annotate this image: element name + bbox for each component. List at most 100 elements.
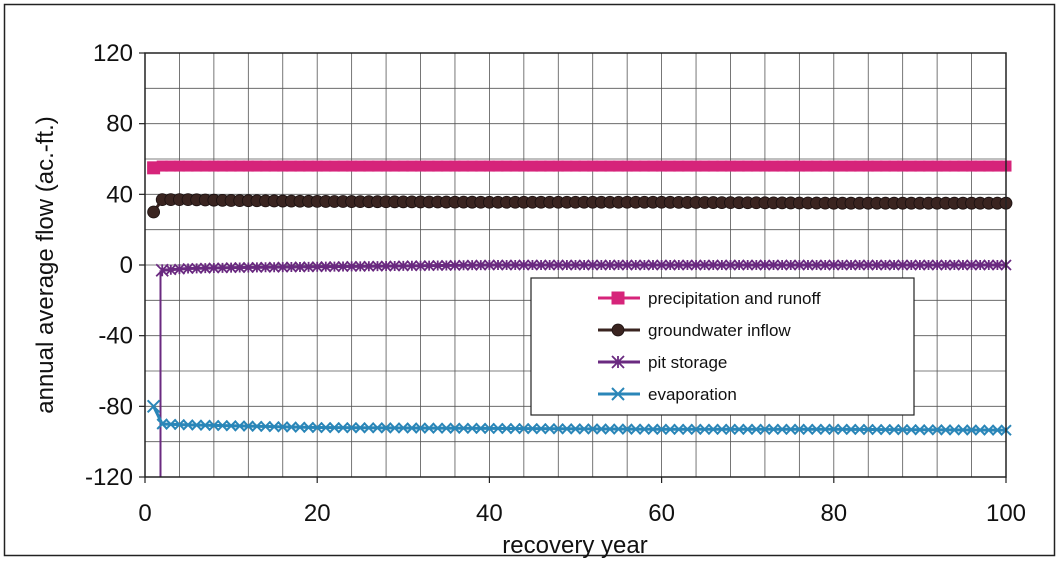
x-tick-label: 0: [138, 500, 151, 527]
data-point-x: [423, 422, 435, 434]
data-point-x: [673, 423, 685, 436]
data-point-star: [294, 261, 306, 273]
data-point-x: [655, 423, 668, 436]
data-point-star: [888, 259, 900, 271]
data-point-star: [793, 259, 805, 271]
data-point-x: [234, 420, 246, 432]
data-point-x: [268, 420, 280, 433]
data-point-star: [371, 260, 384, 272]
series-pit-storage: [155, 259, 1012, 277]
data-point-star: [871, 259, 883, 271]
data-point-x: [414, 422, 427, 434]
x-tick-label: 100: [986, 500, 1026, 527]
data-point-star: [535, 259, 547, 271]
data-point-star: [423, 259, 435, 272]
data-point-x: [199, 419, 211, 431]
data-point-x: [380, 422, 392, 434]
data-point-x: [767, 423, 780, 436]
x-tick-label: 20: [304, 500, 331, 527]
data-point-x: [871, 423, 883, 436]
data-point-x: [302, 421, 315, 434]
data-point-star: [940, 259, 952, 271]
data-point-x: [828, 423, 840, 436]
data-point-x: [311, 421, 323, 434]
data-point-star: [802, 259, 814, 271]
data-point-star: [466, 259, 478, 271]
data-point-star: [974, 259, 986, 271]
data-point-x: [388, 422, 401, 434]
data-point-x: [612, 423, 625, 435]
data-point-x: [853, 423, 866, 436]
x-tick-label: 40: [476, 500, 503, 527]
data-point-x: [698, 423, 711, 436]
data-point-x: [690, 423, 702, 436]
data-point-star: [216, 262, 229, 274]
data-point-star: [328, 260, 341, 273]
data-point-x: [552, 423, 564, 435]
data-point-star: [380, 260, 392, 272]
data-point-star: [819, 259, 831, 271]
y-tick-label: -120: [85, 464, 133, 491]
data-point-x: [802, 423, 814, 436]
data-point-star: [518, 259, 530, 271]
data-point-star: [922, 259, 935, 271]
data-point-square: [611, 291, 625, 305]
data-point-star: [432, 259, 444, 272]
legend-item: precipitation and runoff: [598, 289, 821, 308]
data-point-star: [449, 259, 461, 271]
data-point-x: [440, 422, 453, 434]
data-point-star: [234, 261, 246, 274]
data-point-x: [535, 422, 547, 435]
data-point-x: [965, 424, 978, 436]
data-point-x: [190, 419, 203, 431]
data-point-star: [277, 261, 289, 273]
series-evaporation: [146, 399, 1012, 436]
data-point-star: [836, 259, 849, 271]
data-point-x: [345, 422, 358, 434]
data-point-star: [483, 259, 496, 271]
data-point-star: [354, 260, 366, 272]
data-point-star: [414, 260, 427, 272]
data-point-x: [638, 423, 651, 435]
data-point-star: [897, 259, 909, 271]
data-point-x: [543, 423, 556, 435]
data-point-x: [285, 421, 298, 433]
data-point-x: [165, 418, 177, 431]
data-point-x: [724, 423, 737, 436]
data-point-x: [974, 424, 986, 436]
y-tick-label: 0: [120, 252, 133, 279]
data-point-x: [569, 423, 582, 435]
data-point-star: [742, 259, 754, 271]
data-point-star: [647, 259, 659, 271]
data-point-x: [225, 420, 237, 432]
data-point-star: [905, 259, 917, 271]
data-point-star: [673, 259, 685, 271]
data-point-x: [475, 422, 487, 435]
data-point-star: [578, 259, 590, 271]
data-point-star: [251, 261, 263, 274]
data-point-star: [879, 259, 892, 271]
data-point-x: [707, 423, 719, 436]
data-point-star: [845, 259, 857, 271]
data-point-star: [457, 259, 470, 271]
data-point-star: [552, 259, 564, 271]
data-point-x: [733, 423, 745, 436]
data-point-x: [294, 421, 306, 433]
data-point-star: [397, 260, 409, 272]
data-point-x: [466, 422, 478, 435]
data-point-star: [526, 259, 539, 271]
data-point-star: [191, 262, 203, 274]
data-point-x: [578, 423, 590, 435]
data-point-star: [500, 259, 513, 271]
x-tick-label: 60: [648, 500, 675, 527]
data-point-x: [449, 422, 461, 434]
data-point-star: [621, 259, 633, 271]
data-point-x: [216, 419, 229, 432]
y-tick-label: -80: [98, 393, 133, 420]
data-point-x: [156, 418, 168, 430]
data-point-star: [638, 259, 651, 271]
data-point-star: [681, 259, 694, 271]
data-point-x: [819, 423, 831, 436]
data-point-star: [690, 259, 702, 271]
data-point-x: [371, 422, 384, 434]
